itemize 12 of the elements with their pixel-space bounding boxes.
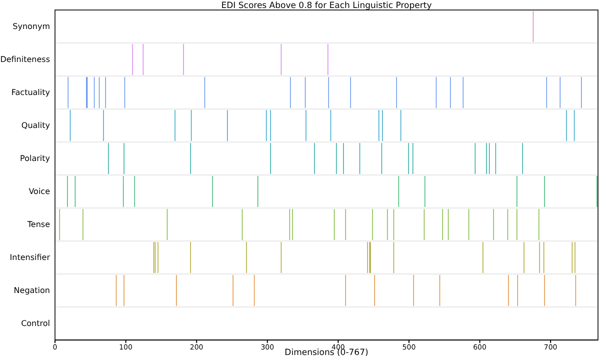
- y-tick-label: Control: [21, 319, 50, 328]
- y-tick-label: Polarity: [20, 154, 50, 164]
- y-tick-label: Definiteness: [0, 55, 50, 64]
- y-tick-label: Factuality: [11, 88, 50, 98]
- y-tick-label: Negation: [14, 286, 50, 296]
- x-axis-title: Dimensions (0-767): [284, 348, 368, 356]
- chart-title: EDI Scores Above 0.8 for Each Linguistic Property: [221, 1, 432, 11]
- y-tick-label: Intensifier: [10, 253, 51, 262]
- y-tick-label: Voice: [28, 187, 50, 196]
- y-tick-label: Quality: [21, 121, 50, 130]
- y-tick-label: Tense: [26, 220, 50, 230]
- y-tick-label: Synonym: [12, 22, 50, 32]
